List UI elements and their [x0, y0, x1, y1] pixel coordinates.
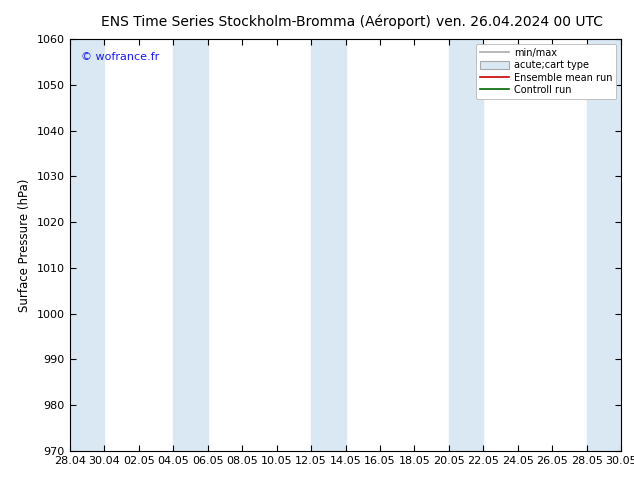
Text: ENS Time Series Stockholm-Bromma (Aéroport): ENS Time Series Stockholm-Bromma (Aéropo… — [101, 15, 431, 29]
Bar — [587, 39, 621, 451]
Bar — [311, 39, 346, 451]
Text: ven. 26.04.2024 00 UTC: ven. 26.04.2024 00 UTC — [436, 15, 604, 29]
Bar — [449, 39, 483, 451]
Bar — [173, 39, 207, 451]
Y-axis label: Surface Pressure (hPa): Surface Pressure (hPa) — [18, 178, 31, 312]
Text: © wofrance.fr: © wofrance.fr — [81, 51, 159, 62]
Legend: min/max, acute;cart type, Ensemble mean run, Controll run: min/max, acute;cart type, Ensemble mean … — [476, 44, 616, 99]
Bar — [70, 39, 104, 451]
